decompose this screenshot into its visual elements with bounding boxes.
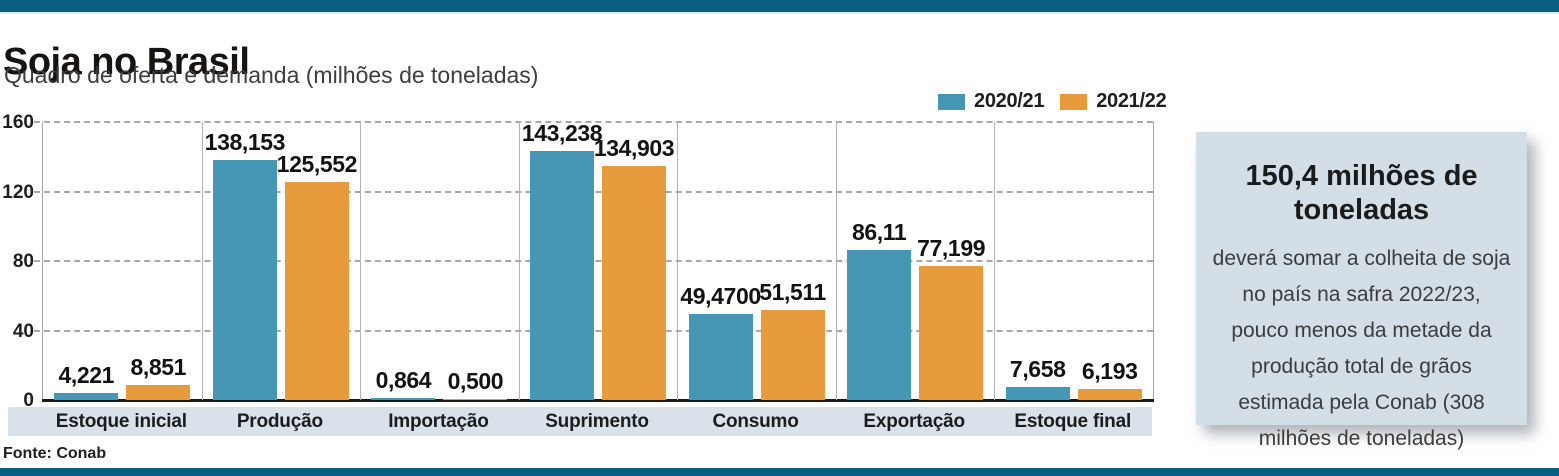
bar-2020/21-Suprimento [529,151,594,400]
category-label: Produção [236,410,323,432]
info-box-heading: 150,4 milhões de toneladas [1245,160,1478,226]
bar-2020/21-Importação [371,398,436,400]
bar-wrap: 8,851 [126,354,191,400]
bar-value-label: 125,552 [276,151,358,177]
chart-legend: 2020/21 2021/22 [938,90,1167,113]
bar-2021/22-Suprimento [601,166,666,400]
bar-wrap: 143,238 [522,120,603,400]
category-label: Estoque inicial [55,410,187,432]
bar-2021/22-Exportação [919,266,984,400]
bar-value-label: 6,193 [1081,358,1138,384]
bar-2020/21-Estoque final [1005,387,1070,400]
bar-value-label: 8,851 [130,354,187,380]
bar-2021/22-Estoque final [1077,389,1142,400]
source-credit: Fonte: Conab [3,445,107,462]
group-separator [201,122,203,400]
bar-pair: 7,658 6,193 [1005,356,1142,400]
bar-2020/21-Estoque inicial [54,393,119,400]
top-accent-bar [0,0,1559,14]
category-label: Suprimento [545,410,649,432]
group-5: 49,4700 51,511 [677,122,836,400]
bar-wrap: 125,552 [277,151,357,400]
highlight-info-box: 150,4 milhões de toneladas deverá somar … [1196,132,1527,450]
bar-value-label: 143,238 [521,120,603,146]
bar-2020/21-Exportação [847,250,912,400]
x-axis-baseline [42,399,1154,402]
category-label: Estoque final [1014,410,1132,432]
bar-pair: 138,153 125,552 [205,129,357,400]
bar-pair: 49,4700 51,511 [680,279,826,400]
legend-item: 2020/21 [938,90,1045,113]
legend-swatch-icon [1060,93,1088,110]
group-separator [518,122,520,400]
bar-wrap: 77,199 [917,235,986,400]
bar-pair: 4,221 8,851 [54,354,191,400]
group-separator [835,122,837,400]
bar-value-label: 49,4700 [680,283,761,309]
bar-value-label: 86,11 [851,219,907,245]
group-2: 138,153 125,552 [202,122,361,400]
bar-value-label: 138,153 [204,129,286,155]
bar-2021/22-Consumo [760,310,825,400]
group-separator [677,122,679,400]
y-tick-label: 0 [23,390,34,411]
category-label: Consumo [712,410,799,432]
bar-value-label: 77,199 [917,235,986,261]
group-1: 4,221 8,851 [43,122,202,400]
y-axis-labels: 0 40 80 120 160 [0,112,34,411]
bar-wrap: 86,11 [847,219,912,400]
category-axis-band: Estoque inicial Produção Importação Suprime… [8,407,1152,436]
group-3: 0,864 0,500 [360,122,519,400]
category-label: Importação [388,410,489,432]
group-6: 86,11 77,199 [836,122,995,400]
bar-2020/21-Consumo [688,314,753,400]
bar-wrap: 7,658 [1005,356,1070,400]
bar-pair: 143,238 134,903 [522,120,675,400]
page-title: Soja no Brasil [3,41,250,84]
y-tick-label: 120 [2,181,34,203]
bar-wrap: 138,153 [205,129,285,400]
bar-value-label: 134,903 [593,135,675,161]
bar-2020/21-Produção [212,160,277,400]
legend-label: 2021/22 [1096,90,1167,112]
y-tick-label: 40 [12,320,34,342]
bar-wrap: 0,864 [371,367,436,400]
bar-2021/22-Importação [443,399,508,400]
bar-value-label: 7,658 [1009,356,1066,382]
bottom-accent-bar [0,468,1559,476]
bar-value-label: 4,221 [58,362,115,388]
group-separator [360,122,362,400]
bar-wrap: 51,511 [759,279,826,400]
info-box-body: deverá somar a colheita de soja no país … [1212,247,1511,450]
bar-2021/22-Estoque inicial [126,385,191,400]
legend-item: 2021/22 [1060,90,1167,113]
bar-value-label: 51,511 [759,279,826,305]
legend-label: 2020/21 [974,90,1045,112]
category-label: Exportação [863,410,965,432]
bar-wrap: 134,903 [594,135,675,400]
bar-value-label: 0,864 [375,367,432,393]
group-7: 7,658 6,193 [994,122,1153,400]
bar-pair: 86,11 77,199 [847,219,986,400]
bar-wrap: 0,500 [443,368,508,400]
y-tick-label: 160 [2,112,34,133]
bar-2021/22-Produção [284,182,349,400]
plot-area: 4,221 8,851 138,153 125,552 0,864 0,500 143,23… [34,120,1154,402]
bar-wrap: 49,4700 [680,283,761,400]
page-subtitle: Quadro de oferta e demanda (milhões de t… [4,62,539,88]
bar-wrap: 4,221 [54,362,119,400]
bar-wrap: 6,193 [1077,358,1142,400]
group-4: 143,238 134,903 [519,120,678,400]
gridline-160 [34,121,1153,123]
bar-pair: 0,864 0,500 [371,367,508,400]
legend-swatch-icon [938,93,965,110]
group-separator [994,122,996,400]
bar-value-label: 0,500 [447,368,504,394]
y-tick-label: 80 [12,251,34,272]
